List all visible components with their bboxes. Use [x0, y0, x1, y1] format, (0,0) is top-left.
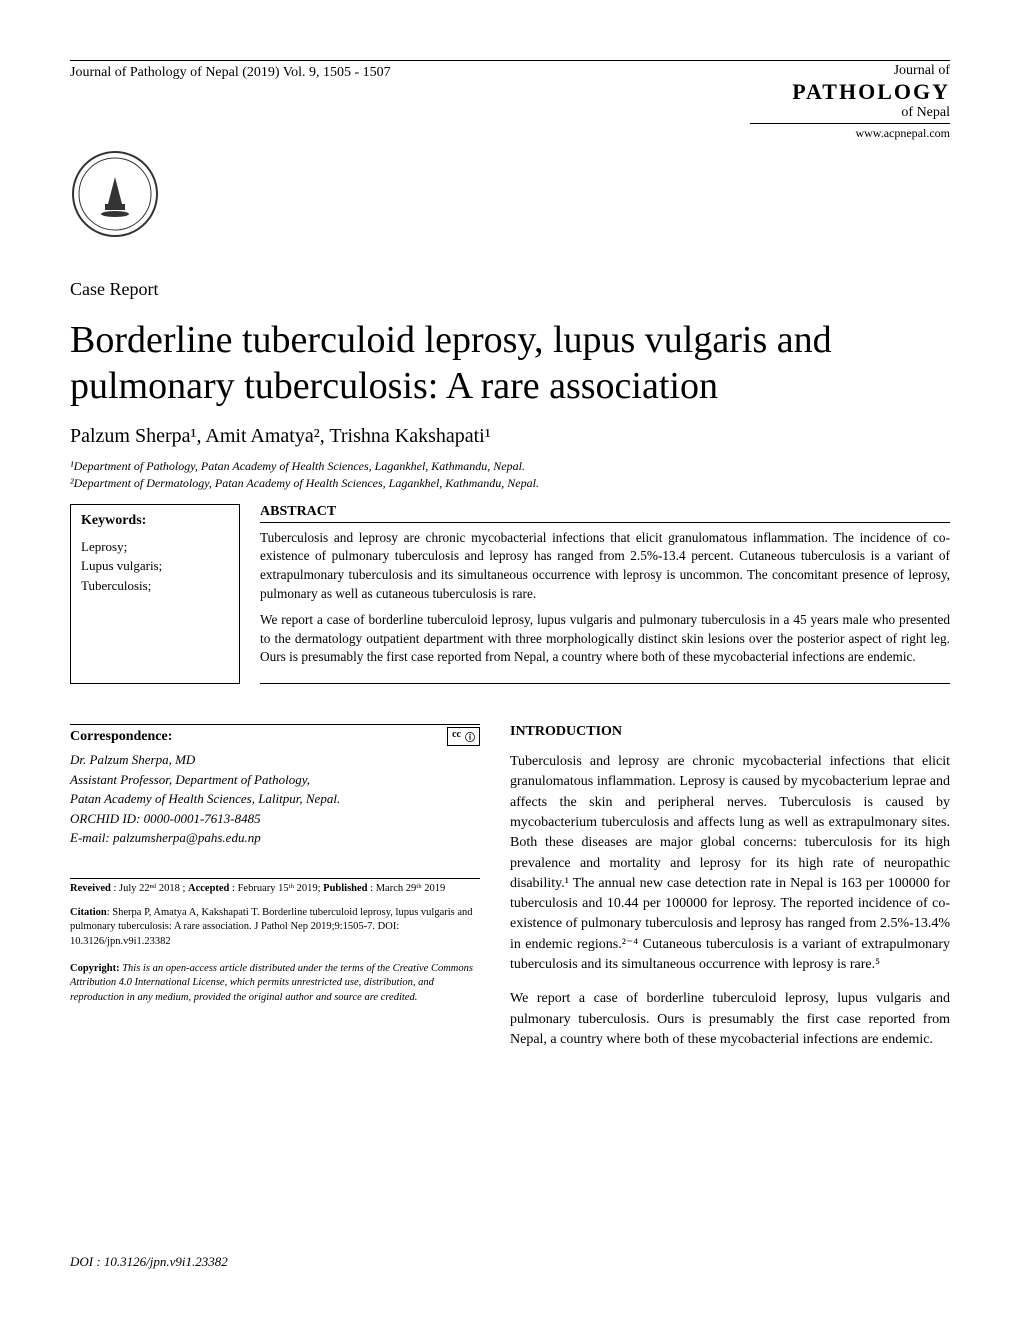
introduction-p2: We report a case of borderline tuberculo…	[510, 989, 950, 1050]
correspondence-position: Assistant Professor, Department of Patho…	[70, 770, 480, 790]
right-column: INTRODUCTION Tuberculosis and leprosy ar…	[510, 724, 950, 1064]
journal-name: PATHOLOGY	[750, 79, 950, 105]
affiliation-2: ²Department of Dermatology, Patan Academ…	[70, 475, 950, 492]
citation-label: Citation	[70, 907, 107, 918]
dates-line: Reveived : July 22ⁿᵈ 2018 ; Accepted : F…	[70, 878, 480, 894]
journal-country: of Nepal	[750, 105, 950, 121]
article-type: Case Report	[70, 279, 950, 300]
abstract-p2: We report a case of borderline tuberculo…	[260, 611, 950, 667]
copyright-text: This is an open-access article distribut…	[70, 963, 473, 1003]
copyright-label: Copyright:	[70, 963, 120, 974]
abstract-section: Keywords: Leprosy; Lupus vulgaris; Tuber…	[70, 504, 950, 684]
affiliation-1: ¹Department of Pathology, Patan Academy …	[70, 458, 950, 475]
abstract-p1: Tuberculosis and leprosy are chronic myc…	[260, 529, 950, 603]
introduction-text: Tuberculosis and leprosy are chronic myc…	[510, 752, 950, 1050]
journal-brand-box: Journal of PATHOLOGY of Nepal www.acpnep…	[750, 65, 950, 141]
doi: DOI : 10.3126/jpn.v9i1.23382	[70, 1254, 228, 1270]
keywords-box: Keywords: Leprosy; Lupus vulgaris; Tuber…	[70, 504, 240, 684]
authors: Palzum Sherpa¹, Amit Amatya², Trishna Ka…	[70, 425, 950, 448]
main-columns: Correspondence: cc ⓘ Dr. Palzum Sherpa, …	[70, 724, 950, 1064]
affiliations: ¹Department of Pathology, Patan Academy …	[70, 458, 950, 492]
citation: Citation: Sherpa P, Amatya A, Kakshapati…	[70, 906, 480, 950]
abstract-heading: ABSTRACT	[260, 504, 950, 523]
journal-of: Journal of	[750, 63, 950, 79]
correspondence-name: Dr. Palzum Sherpa, MD	[70, 750, 480, 770]
introduction-heading: INTRODUCTION	[510, 724, 950, 740]
left-column: Correspondence: cc ⓘ Dr. Palzum Sherpa, …	[70, 724, 480, 1064]
abstract-text: Tuberculosis and leprosy are chronic myc…	[260, 529, 950, 684]
copyright: Copyright: This is an open-access articl…	[70, 962, 480, 1006]
introduction-p1: Tuberculosis and leprosy are chronic myc…	[510, 752, 950, 975]
keywords-heading: Keywords:	[81, 513, 229, 529]
logo-section	[70, 149, 950, 239]
correspondence-institution: Patan Academy of Health Sciences, Lalitp…	[70, 789, 480, 809]
correspondence-body: Dr. Palzum Sherpa, MD Assistant Professo…	[70, 750, 480, 848]
article-title: Borderline tuberculoid leprosy, lupus vu…	[70, 318, 950, 409]
journal-logo-icon	[70, 149, 160, 239]
keywords-list: Leprosy; Lupus vulgaris; Tuberculosis;	[81, 537, 229, 596]
correspondence-email: E-mail: palzumsherpa@pahs.edu.np	[70, 828, 480, 848]
journal-citation: Journal of Pathology of Nepal (2019) Vol…	[70, 65, 391, 81]
citation-text: : Sherpa P, Amatya A, Kakshapati T. Bord…	[70, 907, 473, 947]
correspondence-heading-row: Correspondence: cc ⓘ	[70, 724, 480, 746]
correspondence-orchid: ORCHID ID: 0000-0001-7613-8485	[70, 809, 480, 829]
journal-url: www.acpnepal.com	[750, 126, 950, 141]
correspondence-heading: Correspondence:	[70, 729, 172, 745]
cc-license-icon: cc ⓘ	[447, 727, 480, 746]
abstract-content: ABSTRACT Tuberculosis and leprosy are ch…	[260, 504, 950, 684]
header-row: Journal of Pathology of Nepal (2019) Vol…	[70, 60, 950, 141]
